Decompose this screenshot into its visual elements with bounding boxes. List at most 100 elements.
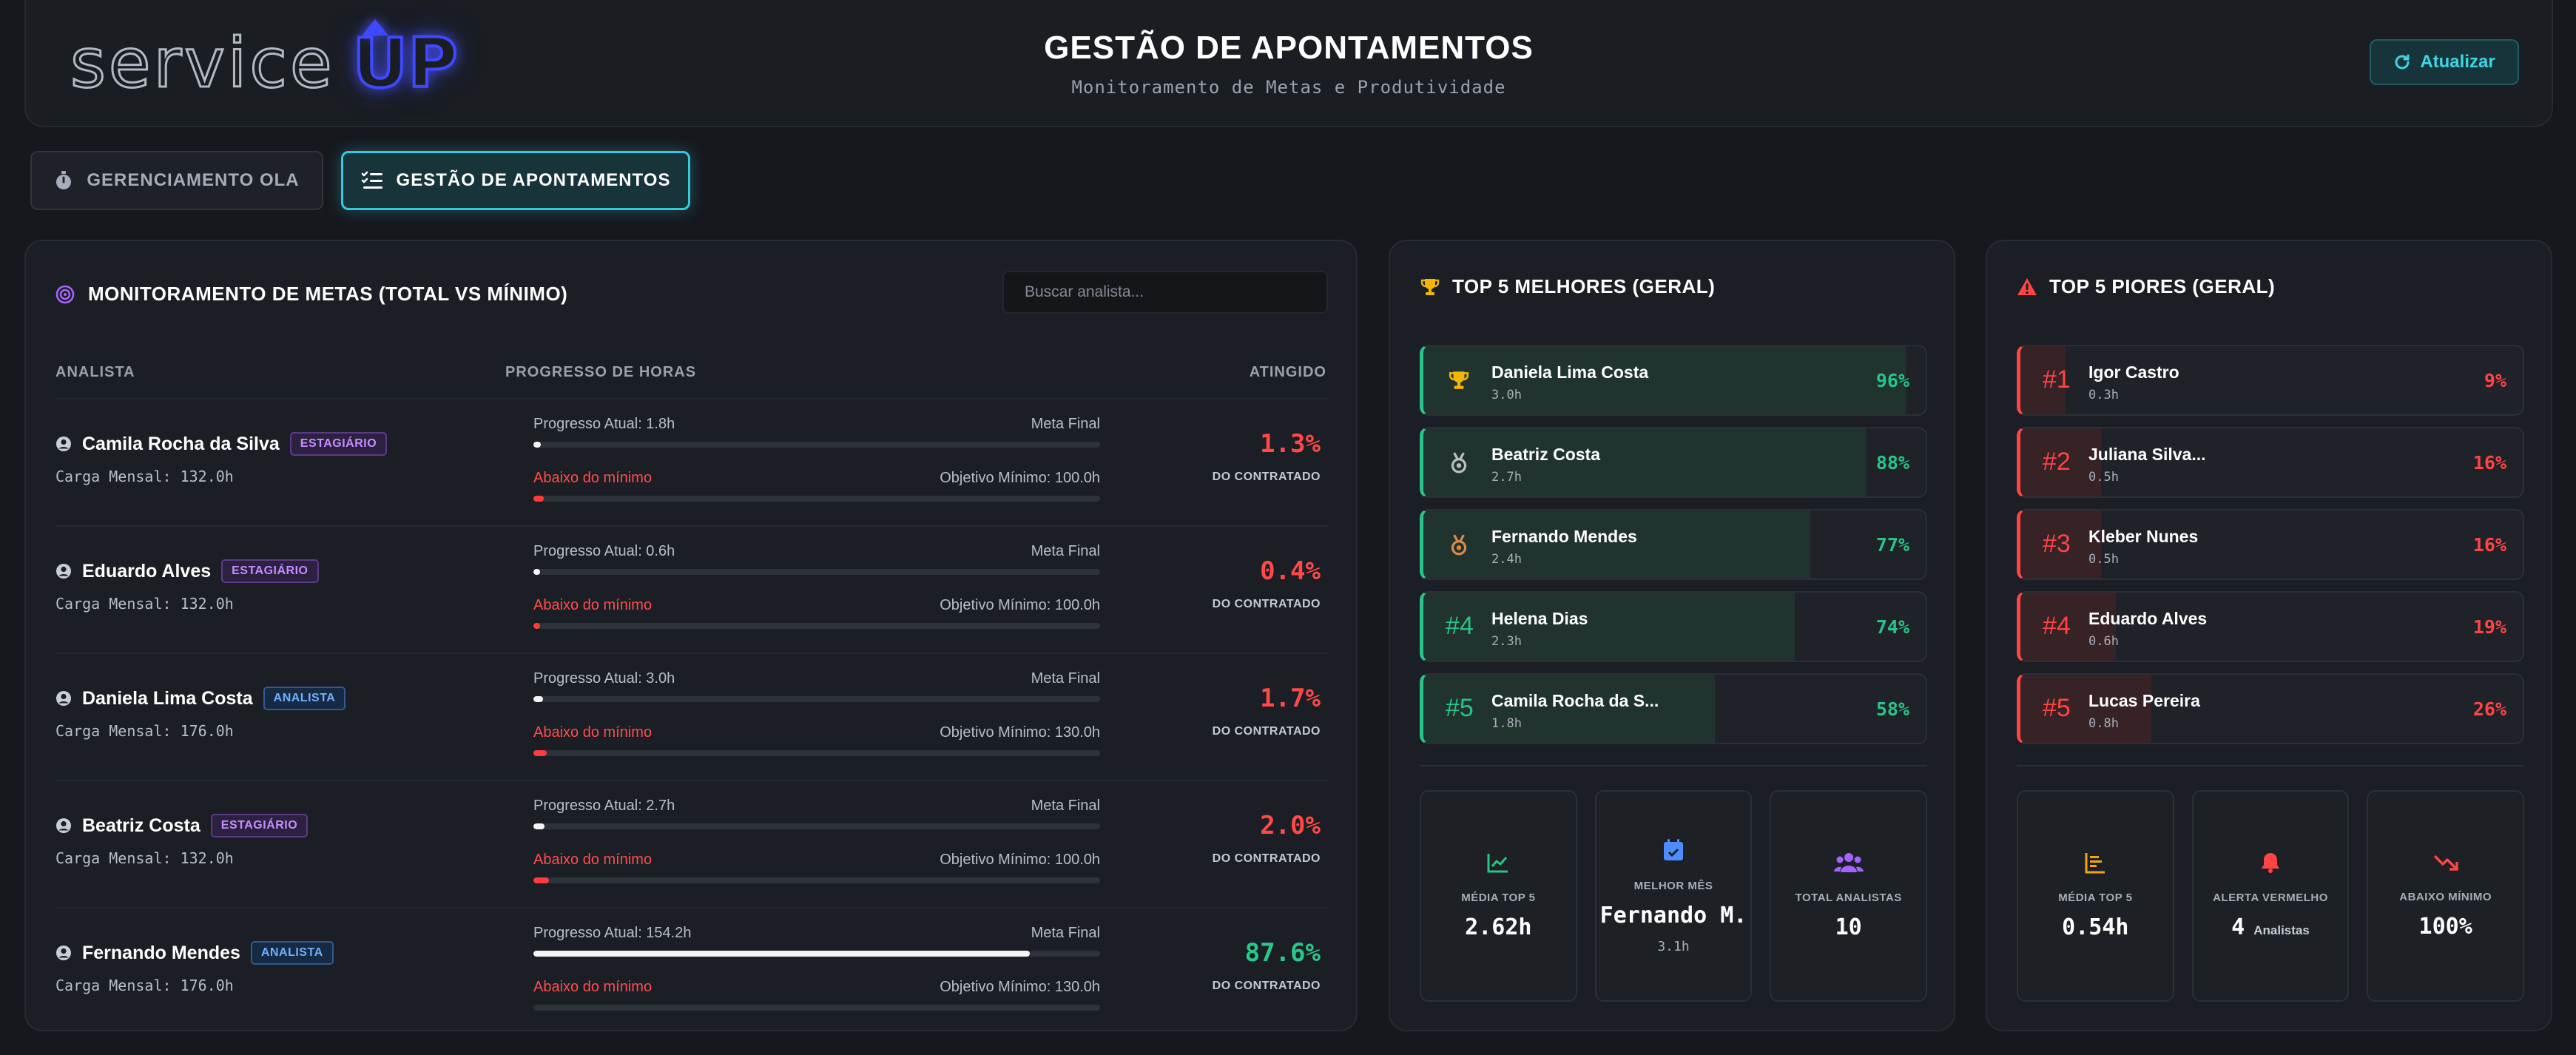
minimum-labels: Abaixo do mínimo Objetivo Mínimo: 100.0h: [533, 852, 1100, 869]
current-progress: Progresso Atual: 2.7h: [533, 798, 675, 814]
below-minimum-status: Abaixo do mínimo: [533, 597, 653, 613]
minimum-objective: Objetivo Mínimo: 100.0h: [940, 470, 1100, 486]
stat-value: 0.54h: [2062, 914, 2128, 940]
ranking-item[interactable]: Daniela Lima Costa 3.0h 96%: [1420, 345, 1927, 416]
ranking-item[interactable]: #4 Eduardo Alves 0.6h 19%: [2017, 591, 2524, 662]
divider: [2017, 765, 2524, 766]
rank-medal: [1446, 367, 1472, 394]
actual-progress-fill: [533, 696, 544, 702]
ranking-bar: [2020, 675, 2151, 743]
contracted-label: DO CONTRATADO: [1212, 852, 1321, 865]
minimum-labels: Abaixo do mínimo Objetivo Mínimo: 130.0h: [533, 979, 1100, 996]
tab-gestao-apontamentos[interactable]: GESTÃO DE APONTAMENTOS: [341, 151, 690, 210]
top-worst-panel: TOP 5 PIORES (GERAL) #1 Igor Castro 0.3h 9%…: [1986, 240, 2552, 1031]
below-minimum-status: Abaixo do mínimo: [533, 724, 653, 741]
ranking-bar: [1423, 593, 1796, 661]
stat-card: ALERTA VERMELHO 4 Analistas: [2191, 790, 2350, 1002]
top-best-panel: TOP 5 MELHORES (GERAL) Daniela Lima Cost…: [1389, 240, 1955, 1031]
ranking-percent: 16%: [2472, 452, 2506, 473]
refresh-button[interactable]: Atualizar: [2370, 39, 2519, 85]
logo-text: service: [70, 22, 335, 104]
analyst-name-text: Beatriz Costa: [82, 815, 200, 836]
worst-title: TOP 5 PIORES (GERAL): [2017, 275, 2275, 298]
ranking-hours: 1.8h: [1491, 716, 1522, 731]
rank-number: #5: [2043, 694, 2071, 722]
best-title: TOP 5 MELHORES (GERAL): [1420, 275, 1715, 298]
ranking-bar: [1423, 675, 1715, 743]
minimum-progress-fill: [533, 623, 541, 629]
analyst-name-text: Camila Rocha da Silva: [82, 433, 280, 454]
panel-title: MONITORAMENTO DE METAS (TOTAL VS MÍNIMO): [55, 283, 567, 306]
divider: [1420, 765, 1927, 766]
stat-value-text: Fernando M.: [1599, 902, 1747, 928]
stopwatch-icon: [56, 171, 72, 189]
achieved-percent: 87.6%: [1244, 938, 1321, 968]
rank-number: #4: [2043, 612, 2071, 640]
minimum-labels: Abaixo do mínimo Objetivo Mínimo: 130.0h: [533, 724, 1100, 741]
tab-label: GESTÃO DE APONTAMENTOS: [396, 170, 671, 190]
achieved-percent: 2.0%: [1260, 811, 1321, 840]
analyst-name: Fernando Mendes ANALISTA: [55, 941, 334, 965]
ranking-percent: 77%: [1875, 534, 1909, 556]
users-icon: [1833, 852, 1864, 880]
final-goal-label: Meta Final: [1031, 925, 1100, 941]
rank-number: #1: [2043, 365, 2071, 394]
best-stats: MÉDIA TOP 5 2.62h MELHOR MÊS Fernando M. 3.1…: [1420, 790, 1928, 1002]
progress-labels: Progresso Atual: 1.8h Meta Final: [533, 416, 1100, 433]
monthly-load: Carga Mensal: 176.0h: [55, 722, 234, 740]
search-analyst-input[interactable]: [1002, 271, 1328, 314]
stat-label: MÉDIA TOP 5: [2058, 891, 2133, 904]
stat-card: TOTAL ANALISTAS 10: [1770, 790, 1928, 1002]
tab-gerenciamento-ola[interactable]: GERENCIAMENTO OLA: [30, 151, 323, 210]
list-check-icon: [361, 171, 382, 189]
ranking-item[interactable]: Beatriz Costa 2.7h 88%: [1420, 427, 1927, 498]
minimum-labels: Abaixo do mínimo Objetivo Mínimo: 100.0h: [533, 470, 1100, 487]
ranking-item[interactable]: #3 Kleber Nunes 0.5h 16%: [2017, 509, 2524, 580]
progress-labels: Progresso Atual: 0.6h Meta Final: [533, 543, 1100, 560]
minimum-progress-fill: [533, 750, 547, 756]
column-header-progress: PROGRESSO DE HORAS: [505, 364, 697, 380]
ranking-hours: 2.7h: [1491, 470, 1522, 485]
ranking-percent: 96%: [1875, 370, 1909, 391]
ranking-item[interactable]: Fernando Mendes 2.4h 77%: [1420, 509, 1927, 580]
actual-progress-bar: [533, 951, 1100, 957]
ranking-item[interactable]: #1 Igor Castro 0.3h 9%: [2017, 345, 2524, 416]
actual-progress-fill: [533, 951, 1031, 957]
stat-value: 4 Analistas: [2231, 914, 2310, 940]
ranking-bar: [1423, 510, 1810, 579]
user-icon: [56, 437, 71, 451]
chart-bar-icon: [2084, 852, 2106, 880]
stat-card: ABAIXO MÍNIMO 100%: [2367, 790, 2525, 1002]
minimum-progress-bar: [533, 750, 1100, 756]
table-row: Eduardo Alves ESTAGIÁRIO Carga Mensal: 132…: [55, 525, 1328, 653]
minimum-progress-bar: [533, 496, 1100, 502]
rank-number: #3: [2043, 530, 2071, 558]
worst-title-text: TOP 5 PIORES (GERAL): [2049, 275, 2276, 297]
ranking-item[interactable]: #2 Juliana Silva... 0.5h 16%: [2017, 427, 2524, 498]
ranking-percent: 26%: [2472, 698, 2506, 720]
actual-progress-bar: [533, 569, 1100, 575]
final-goal-label: Meta Final: [1031, 416, 1100, 432]
stat-value-suffix: Analistas: [2253, 923, 2310, 937]
below-minimum-status: Abaixo do mínimo: [533, 852, 653, 868]
service-up-logo: service UP: [70, 18, 459, 104]
stat-label: MÉDIA TOP 5: [1461, 891, 1536, 904]
minimum-labels: Abaixo do mínimo Objetivo Mínimo: 100.0h: [533, 597, 1100, 614]
actual-progress-fill: [533, 442, 541, 448]
ranking-hours: 2.3h: [1491, 634, 1522, 649]
ranking-item[interactable]: #5 Camila Rocha da S... 1.8h 58%: [1420, 673, 1927, 744]
final-goal-label: Meta Final: [1031, 670, 1100, 687]
ranking-percent: 74%: [1875, 616, 1909, 638]
logo-arrow-icon: [361, 18, 388, 36]
stat-value-text: 2.62h: [1465, 914, 1532, 940]
achieved-percent: 0.4%: [1260, 556, 1321, 586]
stat-value: 10: [1835, 914, 1862, 940]
ranking-item[interactable]: #5 Lucas Pereira 0.8h 26%: [2017, 673, 2524, 744]
user-icon: [56, 946, 71, 960]
worst-stats: MÉDIA TOP 5 0.54h ALERTA VERMELHO 4 Analista…: [2017, 790, 2525, 1002]
table-row: Fernando Mendes ANALISTA Carga Mensal: 176…: [55, 907, 1328, 1034]
ranking-bar: [2020, 593, 2116, 661]
achieved-percent: 1.3%: [1260, 429, 1321, 459]
ranking-item[interactable]: #4 Helena Dias 2.3h 74%: [1420, 591, 1927, 662]
refresh-icon: [2395, 54, 2410, 70]
